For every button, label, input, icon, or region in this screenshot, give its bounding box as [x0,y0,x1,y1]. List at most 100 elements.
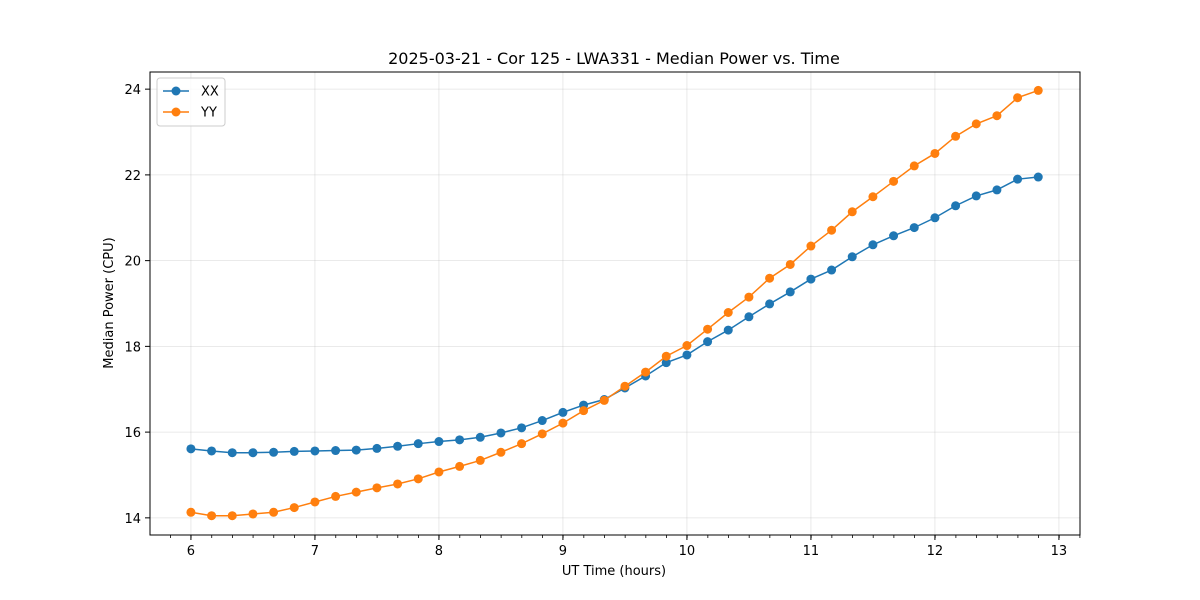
data-point-xx [289,446,299,456]
x-tick-label: 9 [559,544,567,559]
chart-title: 2025-03-21 - Cor 125 - LWA331 - Median P… [388,49,840,68]
data-point-yy [599,395,609,405]
data-point-xx [351,445,361,455]
data-point-yy [703,324,713,334]
data-point-yy [310,497,320,507]
data-point-yy [496,447,506,457]
data-point-xx [186,444,196,454]
data-point-yy [372,483,382,493]
data-point-xx [496,428,506,438]
data-point-xx [413,439,423,449]
data-point-xx [1013,174,1023,184]
data-point-yy [289,503,299,513]
data-point-yy [971,119,981,129]
data-point-yy [868,192,878,202]
y-tick-label: 16 [124,426,141,441]
data-point-xx [682,350,692,360]
x-axis-label: UT Time (hours) [562,564,666,579]
data-point-xx [971,191,981,201]
data-point-yy [207,511,217,521]
data-point-yy [641,367,651,377]
data-point-xx [992,185,1002,195]
x-tick-label: 6 [187,544,195,559]
data-point-yy [889,176,899,186]
data-point-xx [331,446,341,456]
y-axis: 14 16 18 20 22 24 [124,83,150,527]
data-point-yy [682,341,692,351]
x-tick-label: 13 [1051,544,1068,559]
data-point-xx [517,423,527,433]
data-point-yy [1033,85,1043,95]
data-point-yy [951,131,961,141]
data-point-yy [558,418,568,428]
data-point-xx [227,448,237,458]
data-point-yy [579,406,589,416]
series-line-xx [190,176,1039,454]
data-point-yy [744,292,754,302]
data-point-xx [372,443,382,453]
grid [150,72,1080,535]
legend: XX YY [156,77,226,127]
data-point-xx [207,446,217,456]
data-point-xx [847,252,857,262]
data-point-xx [765,299,775,309]
data-point-yy [661,351,671,361]
series-yy [186,85,1043,521]
data-point-xx [806,274,816,284]
data-point-xx [248,448,258,458]
y-tick-label: 14 [124,512,141,527]
data-point-xx [661,358,671,368]
data-point-xx [909,223,919,233]
data-point-xx [310,446,320,456]
data-point-yy [413,474,423,484]
y-axis-label: Median Power (CPU) [102,237,117,368]
y-tick-label: 24 [124,83,141,98]
legend-marker-xx [171,86,181,96]
data-point-xx [827,265,837,275]
data-point-xx [868,240,878,250]
series-layer [186,85,1043,521]
data-point-yy [517,439,527,449]
data-point-xx [1033,172,1043,182]
data-point-yy [785,259,795,269]
data-point-xx [455,435,465,445]
data-point-yy [227,511,237,521]
data-point-yy [331,491,341,501]
data-point-yy [930,148,940,158]
data-point-yy [248,509,258,519]
x-tick-label: 11 [803,544,820,559]
data-point-yy [806,241,816,251]
data-point-yy [351,487,361,497]
data-point-yy [393,479,403,489]
data-point-yy [847,207,857,217]
data-point-xx [393,441,403,451]
data-point-xx [558,407,568,417]
y-tick-label: 18 [124,340,141,355]
data-point-yy [475,455,485,465]
data-point-yy [434,467,444,477]
data-point-yy [827,225,837,235]
y-tick-label: 20 [124,255,141,270]
legend-marker-yy [171,107,181,117]
data-point-xx [537,416,547,426]
data-point-yy [620,381,630,391]
data-point-yy [765,273,775,283]
data-point-xx [889,231,899,241]
data-point-xx [744,312,754,322]
x-tick-label: 12 [927,544,944,559]
data-point-yy [992,111,1002,121]
data-point-yy [909,161,919,171]
data-point-yy [537,429,547,439]
data-point-xx [434,437,444,447]
data-point-yy [1013,93,1023,103]
data-point-yy [455,461,465,471]
x-tick-label: 8 [435,544,443,559]
data-point-xx [703,337,713,347]
legend-label-yy: YY [200,106,217,121]
x-tick-label: 10 [679,544,696,559]
data-point-xx [930,213,940,223]
data-point-xx [269,447,279,457]
x-tick-label: 7 [311,544,319,559]
data-point-yy [723,308,733,318]
